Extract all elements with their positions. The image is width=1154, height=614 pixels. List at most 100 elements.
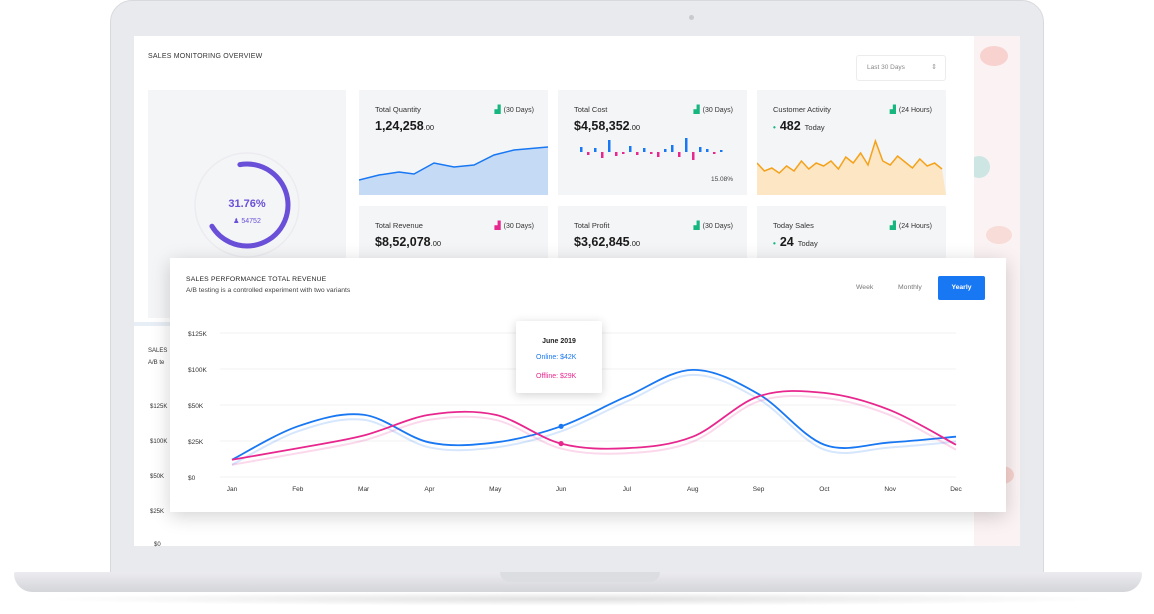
spark-bar bbox=[636, 152, 639, 155]
tab-monthly[interactable]: Monthly bbox=[898, 284, 922, 291]
spark-bar bbox=[622, 152, 625, 154]
camera-dot bbox=[689, 15, 694, 20]
donut-progress-arc bbox=[203, 161, 291, 249]
kpi-decimals: .00 bbox=[629, 123, 641, 132]
trend-icon: ▟ bbox=[494, 221, 501, 230]
kpi-period-text: (30 Days) bbox=[503, 107, 534, 114]
kpi-title: Total Quantity bbox=[375, 105, 421, 114]
kpi-period: ▟ (24 Hours) bbox=[890, 221, 932, 230]
data-point[interactable] bbox=[558, 423, 564, 429]
kpi-card: Total Revenue ▟ (30 Days) $8,52,078.00 bbox=[359, 206, 548, 266]
spark-line bbox=[359, 146, 548, 181]
underlay-tick: $25K bbox=[150, 509, 165, 515]
kpi-value-row: $3,62,845.00 bbox=[574, 235, 640, 249]
kpi-value-row: • 24 Today bbox=[773, 235, 818, 249]
data-point[interactable] bbox=[558, 440, 564, 447]
kpi-card: Total Profit ▟ (30 Days) $3,62,845.00 bbox=[558, 206, 747, 266]
x-tick-label: Jul bbox=[623, 486, 632, 493]
trend-icon: ▟ bbox=[889, 221, 896, 230]
spark-bar bbox=[678, 152, 681, 157]
spark-bar bbox=[643, 148, 646, 152]
kpi-title: Today Sales bbox=[773, 221, 814, 230]
kpi-period-text: (24 Hours) bbox=[898, 223, 932, 230]
page-title: SALES MONITORING OVERVIEW bbox=[148, 53, 263, 60]
underlay-tick: $50K bbox=[150, 474, 165, 480]
date-range-select[interactable]: Last 30 Days ⇕ bbox=[856, 55, 946, 81]
kpi-period-text: (30 Days) bbox=[702, 223, 733, 230]
select-arrows-icon: ⇕ bbox=[931, 64, 937, 71]
revenue-line-chart: $125K $100K $50K $25K $0 Jan Feb Mar Apr May Jun Ju… bbox=[188, 331, 963, 493]
kpi-decimals: .00 bbox=[430, 239, 442, 248]
kpi-title: Total Profit bbox=[574, 221, 610, 230]
x-tick-label: Nov bbox=[884, 486, 896, 493]
spark-bar bbox=[685, 138, 688, 152]
kpi-sparkline bbox=[359, 146, 548, 195]
kpi-card: Total Quantity▟(30 Days)1,24,258.0003.00… bbox=[359, 90, 548, 195]
x-tick-label: Sep bbox=[753, 486, 765, 493]
kpi-title: Customer Activity bbox=[773, 105, 831, 114]
spark-bar bbox=[720, 150, 723, 152]
kpi-period: ▟ (24 Hours) bbox=[890, 105, 932, 114]
spark-line bbox=[757, 138, 943, 174]
kpi-value: 24 bbox=[779, 235, 794, 249]
spark-bar bbox=[580, 147, 583, 152]
spark-area bbox=[359, 147, 548, 195]
kpi-period-text: (30 Days) bbox=[702, 107, 733, 114]
trend-icon: ▟ bbox=[889, 105, 896, 114]
x-tick-label: Feb bbox=[292, 486, 304, 493]
spark-bar bbox=[713, 152, 716, 154]
spark-bar bbox=[587, 152, 590, 155]
kpi-card: Customer Activity▟(24 Hours)•482Today15.… bbox=[757, 90, 946, 195]
spark-bar bbox=[608, 140, 611, 152]
panel-title: SALES PERFORMANCE TOTAL REVENUE bbox=[186, 276, 327, 283]
series-line-offline bbox=[231, 390, 957, 461]
spark-bar bbox=[629, 146, 632, 152]
donut-outer-ring bbox=[194, 152, 300, 258]
kpi-value: $8,52,078 bbox=[375, 235, 431, 249]
spark-bar bbox=[615, 152, 618, 156]
spark-bar bbox=[706, 149, 709, 152]
tab-yearly[interactable]: Yearly bbox=[938, 276, 985, 300]
kpi-decimals: .00 bbox=[629, 239, 641, 248]
tab-week[interactable]: Week bbox=[856, 284, 874, 291]
kpi-value: $4,58,352 bbox=[574, 119, 630, 133]
x-tick-label: Apr bbox=[424, 486, 435, 493]
donut-chart bbox=[194, 152, 300, 258]
status-dot-icon: • bbox=[773, 123, 776, 132]
donut-percent: 31.76% bbox=[228, 198, 266, 210]
spark-bar bbox=[650, 152, 653, 154]
spark-bar bbox=[692, 152, 695, 160]
kpi-card: Today Sales ▟ (24 Hours) • 24 Today bbox=[757, 206, 946, 266]
laptop-notch bbox=[500, 572, 660, 582]
panel-subtitle: A/B testing is a controlled experiment w… bbox=[186, 287, 351, 294]
tooltip-online: Online: $42K bbox=[536, 354, 577, 361]
kpi-sparkline bbox=[580, 138, 723, 160]
kpi-card: Total Cost ▟ (30 Days) $4,58,352.00 15.08% bbox=[558, 90, 747, 195]
y-tick-label: $25K bbox=[188, 439, 204, 446]
status-dot-icon: • bbox=[773, 239, 776, 248]
spark-bar bbox=[664, 149, 667, 152]
chart-tooltip: June 2019 Online: $42K Offline: $29K bbox=[516, 321, 602, 393]
kpi-value: $3,62,845 bbox=[574, 235, 630, 249]
underlay-tick: $100K bbox=[150, 439, 168, 445]
series-shadow bbox=[231, 394, 957, 466]
kpi-title: Total Cost bbox=[574, 105, 608, 114]
underlay-title: SALES bbox=[148, 348, 168, 354]
kpi-period-text: (30 Days) bbox=[503, 223, 534, 230]
underlay-subtitle: A/B te bbox=[148, 360, 165, 366]
x-tick-label: Jan bbox=[227, 486, 238, 493]
kpi-value-row: 1,24,258.00 bbox=[375, 119, 434, 133]
y-tick-label: $0 bbox=[188, 475, 196, 482]
x-tick-label: Mar bbox=[358, 486, 370, 493]
underlay-tick: $125K bbox=[150, 404, 168, 410]
kpi-value-row: $8,52,078.00 bbox=[375, 235, 441, 249]
underlay-tick: $0 bbox=[154, 542, 161, 548]
x-tick-label: Oct bbox=[819, 486, 829, 493]
laptop-shadow bbox=[30, 592, 1124, 606]
series-shadow bbox=[231, 373, 957, 466]
kpi-period: ▟ (30 Days) bbox=[694, 221, 734, 230]
donut-count: 54752 bbox=[241, 218, 261, 225]
kpi-period: ▟ (30 Days) bbox=[495, 221, 535, 230]
kpi-decimals: .00 bbox=[423, 123, 435, 132]
tooltip-title: June 2019 bbox=[542, 338, 576, 345]
